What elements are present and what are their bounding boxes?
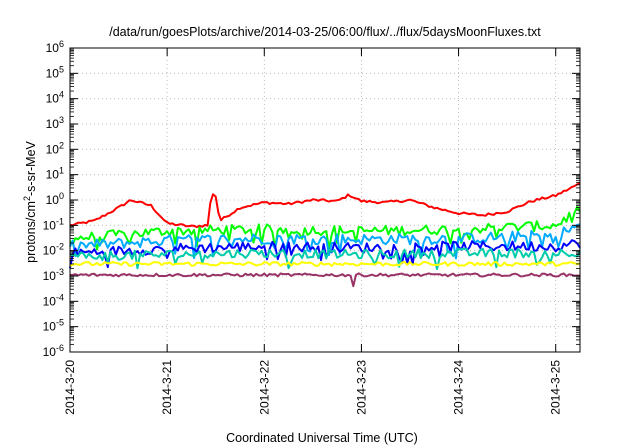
y-tick-label: 100 — [46, 191, 64, 207]
x-tick-label: 2014-3-25 — [549, 360, 563, 415]
series-line-6 — [69, 260, 581, 267]
x-tick-labels: 2014-3-20 2014-3-21 2014-3-22 2014-3-23 2014… — [63, 360, 563, 415]
y-tick-label: 10-5 — [43, 318, 64, 334]
series-line-5 — [69, 247, 581, 270]
y-tick-label: 102 — [46, 140, 64, 156]
x-tick-label: 2014-3-23 — [354, 360, 368, 415]
y-tick-label: 10-6 — [43, 343, 64, 359]
axis-ticks — [69, 47, 580, 353]
y-tick-label: 105 — [46, 64, 64, 80]
x-tick-label: 2014-3-20 — [63, 360, 77, 415]
y-tick-label: 106 — [46, 39, 64, 55]
y-tick-label: 10-4 — [43, 292, 64, 308]
x-tick-label: 2014-3-22 — [257, 360, 271, 415]
series-layer — [69, 182, 581, 288]
x-tick-label: 2014-3-21 — [160, 360, 174, 415]
y-axis-label: protons/cm2-s-sr-MeV — [22, 140, 38, 262]
y-tick-label: 10-2 — [43, 242, 64, 258]
y-tick-label: 104 — [46, 90, 64, 106]
chart-title: /data/run/goesPlots/archive/2014-03-25/0… — [109, 25, 541, 39]
y-tick-label: 101 — [46, 166, 64, 182]
series-line-4 — [69, 239, 581, 269]
y-tick-labels: 10-6 10-5 10-4 10-3 10-2 10-1 100 101 102 103 104 1… — [43, 39, 64, 359]
x-axis-label: Coordinated Universal Time (UTC) — [226, 431, 418, 445]
y-tick-label: 10-3 — [43, 267, 64, 283]
series-line-2 — [69, 205, 581, 251]
y-tick-label: 103 — [46, 115, 64, 131]
series-line-7 — [69, 272, 581, 288]
series-line-3 — [69, 223, 581, 260]
series-line-1 — [69, 182, 581, 229]
grid-lines — [70, 48, 580, 352]
y-tick-label: 10-1 — [43, 216, 64, 232]
x-tick-label: 2014-3-24 — [452, 360, 466, 415]
